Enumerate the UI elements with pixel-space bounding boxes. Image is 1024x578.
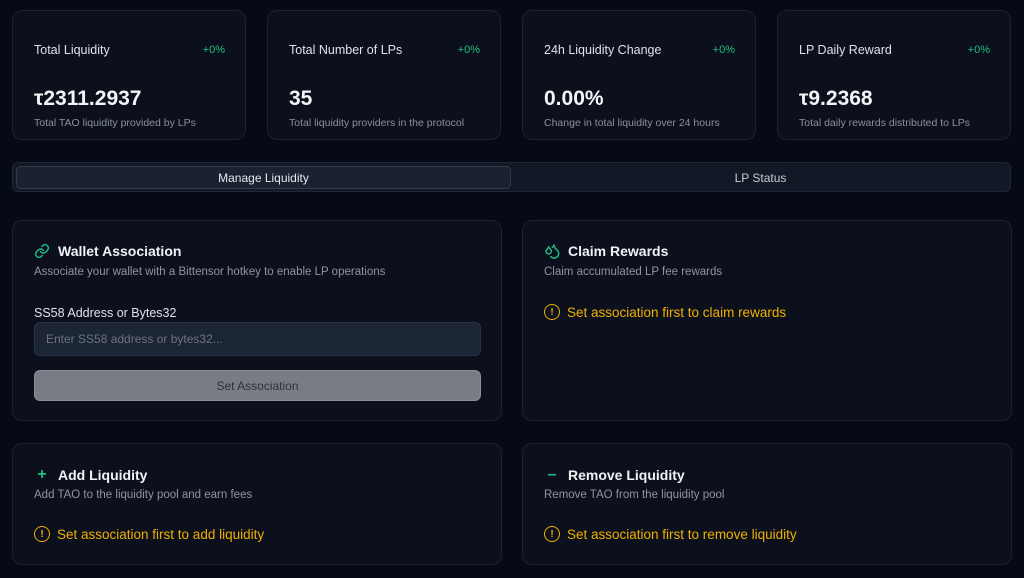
stat-subtext: Change in total liquidity over 24 hours [544, 117, 720, 129]
add-warning: ! Set association first to add liquidity [34, 526, 264, 542]
stat-subtext: Total liquidity providers in the protoco… [289, 117, 465, 129]
remove-liquidity-card: – Remove Liquidity Remove TAO from the l… [522, 443, 1012, 565]
card-title-text: Wallet Association [58, 243, 182, 259]
add-liquidity-card: + Add Liquidity Add TAO to the liquidity… [12, 443, 502, 565]
stat-value: 0.00% [544, 87, 604, 110]
droplets-icon [545, 243, 560, 259]
claim-warning: ! Set association first to claim rewards [544, 304, 786, 320]
set-association-button[interactable]: Set Association [34, 370, 481, 401]
card-description: Remove TAO from the liquidity pool [544, 489, 725, 501]
stat-card-24h-change: 24h Liquidity Change +0% 0.00% Change in… [522, 10, 756, 140]
alert-circle-icon: ! [544, 526, 560, 542]
card-title: Wallet Association [34, 243, 181, 259]
stat-value: τ2311.2937 [34, 87, 142, 110]
alert-circle-icon: ! [34, 526, 50, 542]
card-title-text: Claim Rewards [568, 243, 669, 259]
alert-circle-icon: ! [544, 304, 560, 320]
card-title: + Add Liquidity [34, 466, 147, 484]
card-title: Claim Rewards [544, 243, 668, 259]
stat-card-total-liquidity: Total Liquidity +0% τ2311.2937 Total TAO… [12, 10, 246, 140]
tab-lp-status[interactable]: LP Status [734, 170, 787, 185]
stat-change: +0% [202, 44, 225, 56]
tab-manage-liquidity[interactable]: Manage Liquidity [16, 166, 511, 189]
stat-label: 24h Liquidity Change [544, 43, 662, 57]
stat-change: +0% [712, 44, 735, 56]
stat-subtext: Total TAO liquidity provided by LPs [34, 117, 196, 129]
address-field-label: SS58 Address or Bytes32 [34, 306, 177, 320]
warning-text: Set association first to remove liquidit… [567, 526, 797, 542]
stat-label: Total Liquidity [34, 43, 110, 57]
remove-warning: ! Set association first to remove liquid… [544, 526, 797, 542]
stat-subtext: Total daily rewards distributed to LPs [799, 117, 970, 129]
stat-label: LP Daily Reward [799, 43, 892, 57]
card-description: Associate your wallet with a Bittensor h… [34, 266, 386, 278]
stat-card-daily-reward: LP Daily Reward +0% τ9.2368 Total daily … [777, 10, 1011, 140]
warning-text: Set association first to claim rewards [567, 304, 787, 320]
card-title: – Remove Liquidity [544, 466, 685, 484]
tab-bar: Manage Liquidity LP Status [12, 162, 1011, 192]
card-description: Add TAO to the liquidity pool and earn f… [34, 489, 253, 501]
claim-rewards-card: Claim Rewards Claim accumulated LP fee r… [522, 220, 1012, 421]
stat-change: +0% [457, 44, 480, 56]
stat-value: 35 [289, 87, 313, 110]
minus-icon: – [547, 466, 557, 483]
card-title-text: Remove Liquidity [568, 467, 685, 483]
stat-label: Total Number of LPs [289, 43, 403, 57]
card-description: Claim accumulated LP fee rewards [544, 266, 723, 278]
address-input[interactable] [34, 322, 481, 356]
link-icon [34, 243, 50, 259]
warning-text: Set association first to add liquidity [57, 526, 265, 542]
stat-change: +0% [967, 44, 990, 56]
card-title-text: Add Liquidity [58, 467, 148, 483]
plus-icon: + [37, 466, 47, 483]
stat-value: τ9.2368 [799, 87, 873, 110]
wallet-association-card: Wallet Association Associate your wallet… [12, 220, 502, 421]
stat-card-total-lps: Total Number of LPs +0% 35 Total liquidi… [267, 10, 501, 140]
